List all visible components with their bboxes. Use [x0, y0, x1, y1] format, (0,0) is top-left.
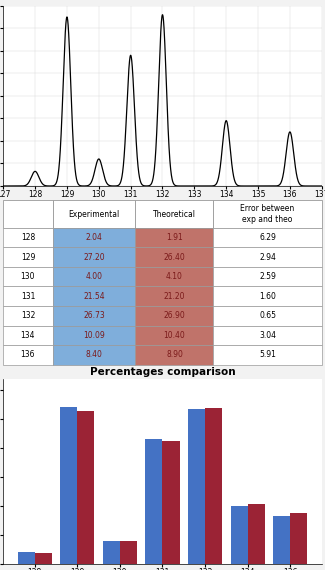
- Bar: [205, 408, 222, 564]
- Bar: [3, 306, 53, 325]
- Bar: [53, 287, 136, 306]
- Bar: [103, 541, 120, 564]
- Text: 8.90: 8.90: [166, 351, 183, 359]
- Bar: [146, 439, 162, 564]
- Text: 21.20: 21.20: [164, 292, 185, 301]
- Bar: [53, 306, 136, 325]
- Bar: [136, 247, 214, 267]
- Bar: [3, 287, 53, 306]
- Text: 136: 136: [21, 351, 35, 359]
- Bar: [214, 267, 322, 287]
- Bar: [214, 287, 322, 306]
- Bar: [273, 516, 290, 564]
- Bar: [53, 345, 136, 365]
- Text: 4.10: 4.10: [166, 272, 183, 281]
- Text: 26.90: 26.90: [163, 311, 185, 320]
- Text: 1.60: 1.60: [259, 292, 276, 301]
- Text: 27.20: 27.20: [83, 253, 105, 262]
- Bar: [162, 441, 179, 564]
- Bar: [53, 247, 136, 267]
- Bar: [136, 345, 214, 365]
- Text: Theoretical: Theoretical: [153, 210, 196, 218]
- Text: 131: 131: [21, 292, 35, 301]
- Bar: [136, 267, 214, 287]
- Bar: [53, 228, 136, 247]
- Bar: [136, 325, 214, 345]
- Text: 3.04: 3.04: [259, 331, 276, 340]
- Bar: [136, 228, 214, 247]
- Bar: [120, 540, 137, 564]
- Text: 2.94: 2.94: [259, 253, 276, 262]
- Bar: [53, 267, 136, 287]
- Bar: [3, 345, 53, 365]
- Bar: [3, 247, 53, 267]
- Bar: [214, 306, 322, 325]
- Bar: [214, 228, 322, 247]
- Bar: [3, 267, 53, 287]
- Text: Error between
exp and theo: Error between exp and theo: [240, 204, 295, 223]
- Text: 2.59: 2.59: [259, 272, 276, 281]
- Bar: [214, 345, 322, 365]
- Bar: [214, 200, 322, 228]
- Bar: [3, 325, 53, 345]
- Bar: [77, 411, 94, 564]
- Text: Experimental: Experimental: [68, 210, 120, 218]
- Bar: [53, 325, 136, 345]
- Bar: [136, 287, 214, 306]
- Bar: [3, 228, 53, 247]
- Bar: [60, 406, 77, 564]
- Text: 10.40: 10.40: [163, 331, 185, 340]
- Bar: [231, 506, 248, 564]
- Bar: [136, 200, 214, 228]
- Bar: [35, 553, 52, 564]
- Bar: [18, 552, 35, 564]
- Bar: [136, 306, 214, 325]
- Bar: [214, 325, 322, 345]
- Text: 26.73: 26.73: [83, 311, 105, 320]
- Bar: [248, 504, 265, 564]
- Text: 128: 128: [21, 233, 35, 242]
- Text: 129: 129: [21, 253, 35, 262]
- Bar: [53, 200, 136, 228]
- Bar: [3, 200, 53, 228]
- Text: 2.04: 2.04: [85, 233, 102, 242]
- Text: 1.91: 1.91: [166, 233, 183, 242]
- Title: Percentages comparison: Percentages comparison: [90, 367, 235, 377]
- Bar: [188, 409, 205, 564]
- X-axis label: Masses en u: Masses en u: [139, 201, 186, 210]
- Bar: [290, 512, 307, 564]
- Text: 4.00: 4.00: [85, 272, 102, 281]
- Text: 10.09: 10.09: [83, 331, 105, 340]
- Bar: [214, 247, 322, 267]
- Text: 134: 134: [21, 331, 35, 340]
- Text: 132: 132: [21, 311, 35, 320]
- Text: 130: 130: [21, 272, 35, 281]
- Text: 5.91: 5.91: [259, 351, 276, 359]
- Text: 0.65: 0.65: [259, 311, 276, 320]
- Text: 6.29: 6.29: [259, 233, 276, 242]
- Text: 26.40: 26.40: [163, 253, 185, 262]
- Text: 8.40: 8.40: [85, 351, 102, 359]
- Text: 21.54: 21.54: [83, 292, 105, 301]
